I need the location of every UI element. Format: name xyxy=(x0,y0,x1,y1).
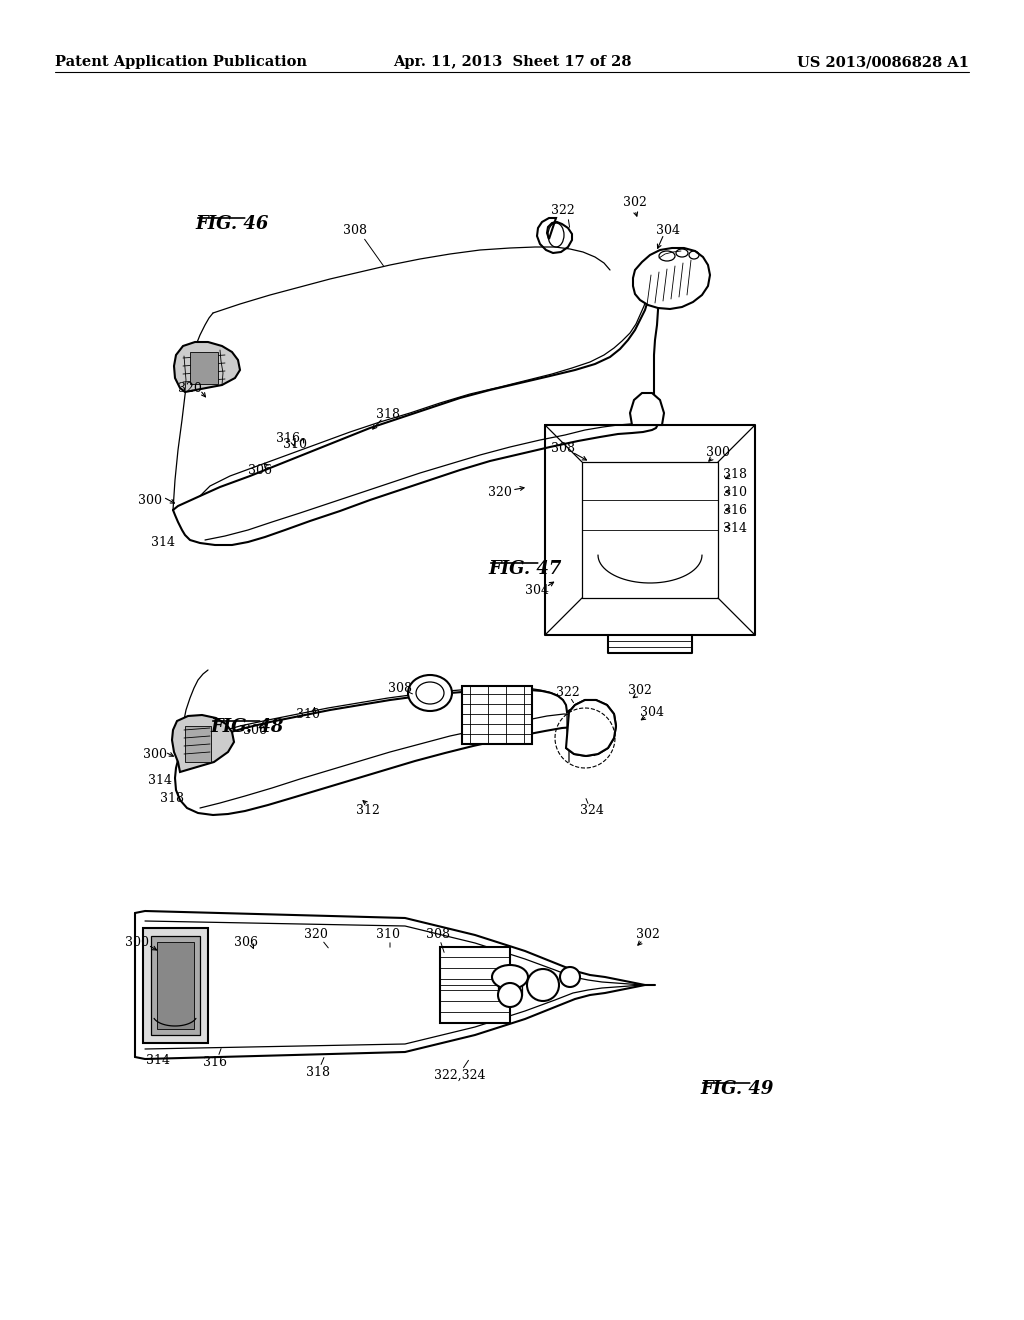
Text: FIG. 47: FIG. 47 xyxy=(488,560,561,578)
Text: 316: 316 xyxy=(276,432,300,445)
Text: 320: 320 xyxy=(178,381,202,395)
Text: 324: 324 xyxy=(580,804,604,817)
Text: 308: 308 xyxy=(343,223,367,236)
Bar xyxy=(440,946,510,1023)
Text: 308: 308 xyxy=(426,928,450,941)
Text: 318: 318 xyxy=(723,469,746,482)
Polygon shape xyxy=(172,715,234,772)
Text: 322: 322 xyxy=(556,685,580,698)
Bar xyxy=(157,942,194,1030)
Text: 310: 310 xyxy=(723,486,746,499)
Bar xyxy=(185,726,211,762)
Text: 306: 306 xyxy=(234,936,258,949)
Text: 300: 300 xyxy=(143,748,167,762)
Text: 310: 310 xyxy=(296,708,319,721)
Text: 310: 310 xyxy=(283,438,307,451)
Text: 318: 318 xyxy=(376,408,400,421)
Text: 314: 314 xyxy=(146,1053,170,1067)
Polygon shape xyxy=(537,218,572,253)
Bar xyxy=(143,928,208,1043)
Polygon shape xyxy=(630,393,664,425)
Polygon shape xyxy=(174,342,240,392)
Text: 306: 306 xyxy=(243,723,267,737)
Text: 316: 316 xyxy=(203,1056,227,1068)
Text: 302: 302 xyxy=(623,197,647,210)
Text: 318: 318 xyxy=(160,792,184,804)
Text: Patent Application Publication: Patent Application Publication xyxy=(55,55,307,69)
Text: 304: 304 xyxy=(656,223,680,236)
Ellipse shape xyxy=(527,969,559,1001)
Text: 316: 316 xyxy=(723,503,746,516)
Ellipse shape xyxy=(498,983,522,1007)
Ellipse shape xyxy=(560,968,580,987)
Text: 322: 322 xyxy=(551,203,574,216)
Text: 310: 310 xyxy=(376,928,400,941)
Text: Apr. 11, 2013  Sheet 17 of 28: Apr. 11, 2013 Sheet 17 of 28 xyxy=(393,55,631,69)
Bar xyxy=(462,686,532,744)
Text: FIG. 46: FIG. 46 xyxy=(195,215,268,234)
Text: 312: 312 xyxy=(356,804,380,817)
Text: 304: 304 xyxy=(640,705,664,718)
Bar xyxy=(151,936,200,1035)
Text: 300: 300 xyxy=(706,446,730,459)
Text: FIG. 48: FIG. 48 xyxy=(210,718,284,737)
Text: 320: 320 xyxy=(488,486,512,499)
Text: 302: 302 xyxy=(636,928,659,941)
Text: US 2013/0086828 A1: US 2013/0086828 A1 xyxy=(797,55,969,69)
Bar xyxy=(190,352,218,384)
Text: FIG. 49: FIG. 49 xyxy=(700,1080,773,1098)
Ellipse shape xyxy=(408,675,452,711)
Text: 302: 302 xyxy=(628,684,652,697)
Text: 308: 308 xyxy=(551,441,575,454)
Text: 320: 320 xyxy=(304,928,328,941)
Polygon shape xyxy=(633,248,710,309)
Text: 304: 304 xyxy=(525,583,549,597)
Text: 308: 308 xyxy=(388,681,412,694)
Text: 314: 314 xyxy=(151,536,175,549)
Text: 300: 300 xyxy=(125,936,150,949)
Text: 322,324: 322,324 xyxy=(434,1068,485,1081)
Text: 300: 300 xyxy=(138,494,162,507)
Text: 318: 318 xyxy=(306,1065,330,1078)
Text: 314: 314 xyxy=(723,521,746,535)
Text: 314: 314 xyxy=(148,774,172,787)
Text: 306: 306 xyxy=(248,463,272,477)
Polygon shape xyxy=(566,700,616,756)
Ellipse shape xyxy=(492,965,528,989)
